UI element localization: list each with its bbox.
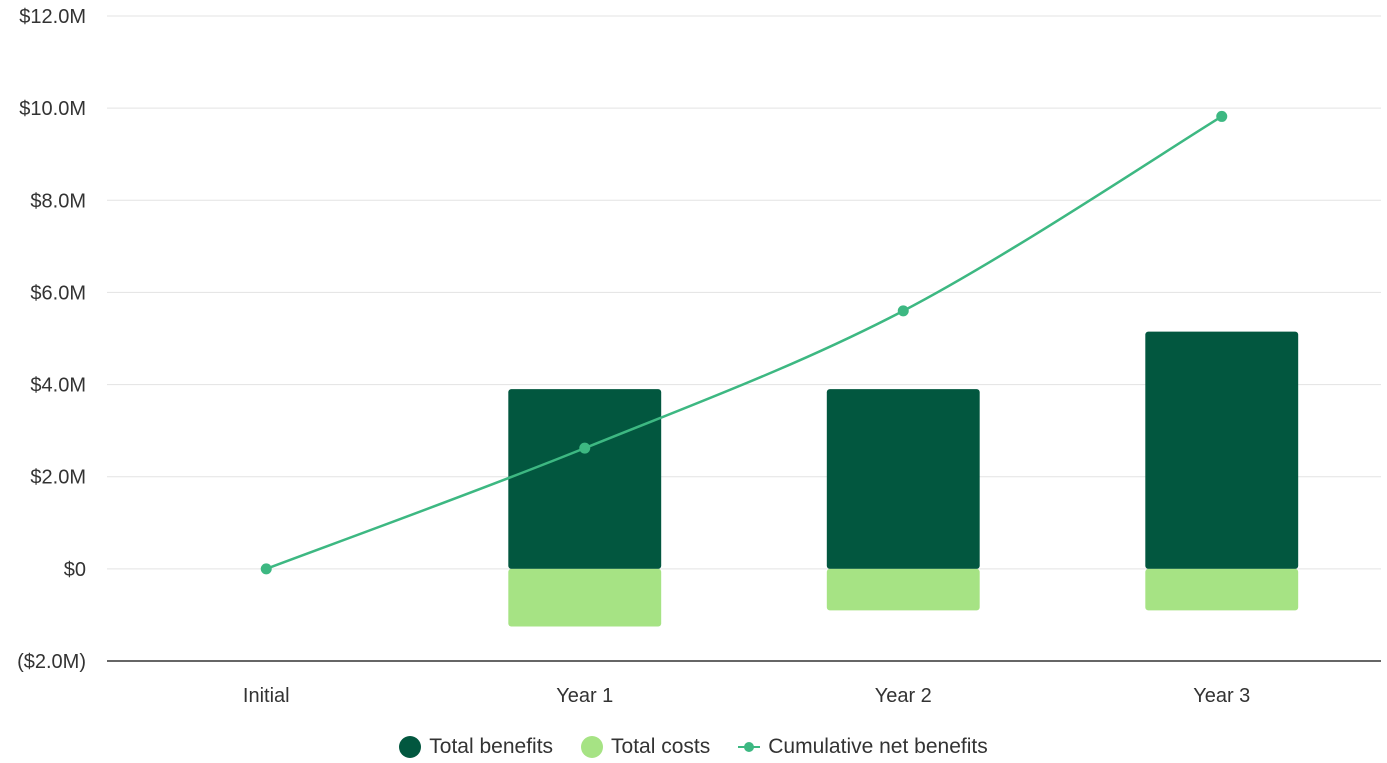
line-cumulative-net-benefits: [265, 115, 1223, 571]
y-tick-label: $6.0M: [30, 282, 86, 304]
bar-total-costs[interactable]: [826, 568, 980, 611]
legend-label-total-costs: Total costs: [611, 735, 711, 758]
legend-swatch-total-benefits: [399, 736, 422, 758]
legend-item-total-costs[interactable]: Total costs: [581, 735, 710, 759]
x-tick-label: Year 3: [1193, 685, 1250, 707]
y-tick-label: $2.0M: [30, 467, 86, 489]
chart: ($2.0M) $0 $2.0M $4.0M $6.0M $8.0M $10.0M $12.0…: [17, 6, 1381, 707]
legend-swatch-total-costs: [581, 736, 604, 758]
legend-item-cumulative-net-benefits[interactable]: Cumulative net benefits: [738, 735, 988, 759]
x-axis-ticks: Initial Year 1 Year 2 Year 3: [243, 685, 1250, 707]
bar-total-costs[interactable]: [1145, 568, 1299, 611]
bar-total-benefits[interactable]: [826, 389, 980, 569]
point-cumulative-net-benefits[interactable]: [579, 442, 591, 454]
x-tick-label: Year 2: [875, 685, 932, 707]
bar-total-costs[interactable]: [508, 568, 662, 627]
bar-total-benefits[interactable]: [1145, 331, 1299, 569]
y-tick-label: $12.0M: [19, 6, 86, 28]
y-tick-label: ($2.0M): [17, 651, 86, 673]
point-cumulative-net-benefits[interactable]: [897, 305, 909, 317]
legend-item-total-benefits[interactable]: Total benefits: [399, 735, 553, 759]
legend-label-cumulative-net-benefits: Cumulative net benefits: [768, 735, 988, 758]
y-tick-label: $0: [64, 559, 86, 581]
x-tick-label: Year 1: [556, 685, 613, 707]
legend-swatch-cumulative-net-benefits: [738, 736, 761, 758]
legend: Total benefits Total costs Cumulative ne…: [0, 731, 1387, 763]
bar-total-benefits[interactable]: [508, 389, 662, 569]
y-tick-label: $8.0M: [30, 190, 86, 212]
y-tick-label: $4.0M: [30, 375, 86, 397]
y-tick-label: $10.0M: [19, 98, 86, 120]
point-cumulative-net-benefits[interactable]: [1216, 110, 1228, 122]
cumulative-line: [260, 110, 1228, 575]
x-tick-label: Initial: [243, 685, 290, 707]
legend-label-total-benefits: Total benefits: [429, 735, 554, 758]
bars: [508, 331, 1299, 627]
y-axis-ticks: ($2.0M) $0 $2.0M $4.0M $6.0M $8.0M $10.0M $12.0…: [17, 6, 86, 673]
point-cumulative-net-benefits[interactable]: [260, 563, 272, 575]
